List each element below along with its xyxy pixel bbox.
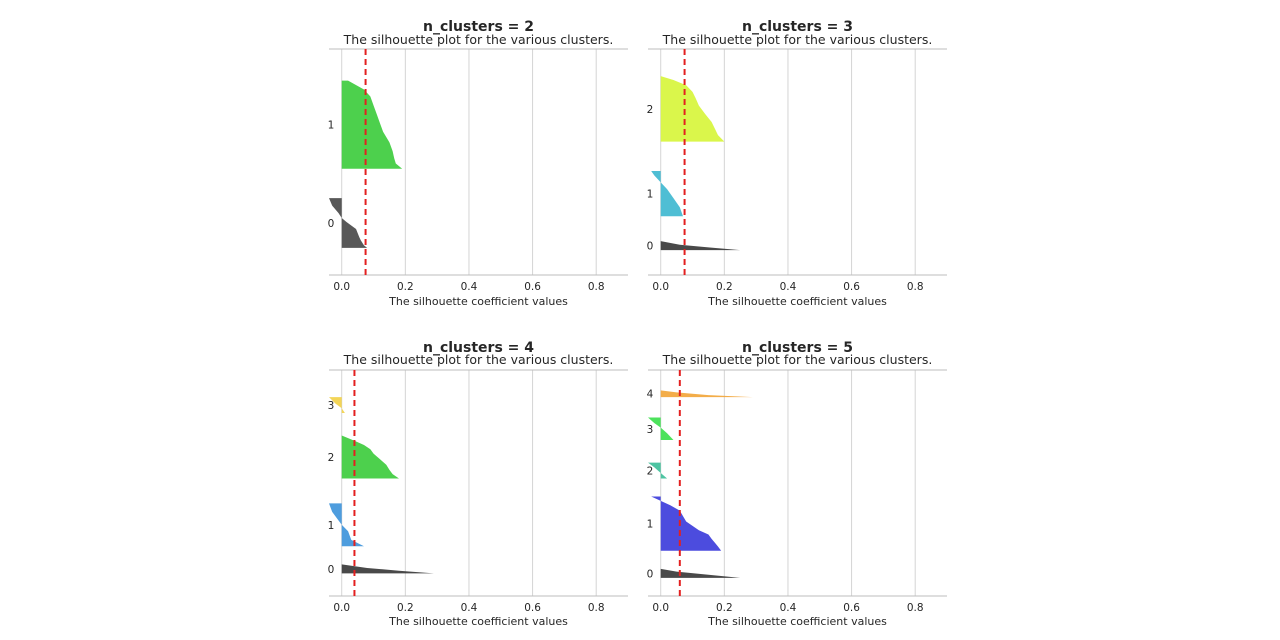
cluster-silhouette-2 bbox=[648, 462, 668, 479]
cluster-silhouette-0 bbox=[660, 568, 741, 578]
cluster-label: 0 bbox=[647, 241, 654, 253]
x-tick-label: 0.2 bbox=[397, 602, 414, 614]
x-tick-label: 0.8 bbox=[907, 281, 924, 293]
x-tick-label: 0.8 bbox=[588, 281, 605, 293]
panel-title: n_clusters = 4 bbox=[423, 340, 534, 356]
panel-subtitle: The silhouette plot for the various clus… bbox=[662, 32, 933, 47]
x-tick-label: 0.8 bbox=[588, 602, 605, 614]
cluster-silhouette-1 bbox=[341, 80, 403, 169]
x-tick-label: 0.4 bbox=[780, 281, 797, 293]
cluster-silhouette-3 bbox=[329, 397, 345, 413]
x-tick-label: 0.6 bbox=[524, 602, 541, 614]
cluster-label: 2 bbox=[647, 104, 654, 116]
x-tick-label: 0.0 bbox=[652, 281, 669, 293]
panel-subtitle: The silhouette plot for the various clus… bbox=[343, 352, 614, 367]
x-tick-label: 0.2 bbox=[716, 281, 733, 293]
panel-title: n_clusters = 2 bbox=[423, 19, 534, 35]
cluster-silhouette-1 bbox=[651, 171, 683, 217]
x-tick-label: 0.6 bbox=[843, 602, 860, 614]
cluster-label: 2 bbox=[647, 466, 654, 478]
panel-title: n_clusters = 3 bbox=[742, 19, 853, 35]
cluster-label: 0 bbox=[328, 218, 335, 230]
cluster-silhouette-2 bbox=[660, 76, 725, 142]
cluster-silhouette-0 bbox=[329, 198, 368, 248]
cluster-silhouette-1 bbox=[651, 496, 722, 551]
x-tick-label: 0.6 bbox=[843, 281, 860, 293]
x-axis-label: The silhouette coefficient values bbox=[707, 615, 887, 628]
cluster-label: 3 bbox=[647, 424, 654, 436]
x-tick-label: 0.4 bbox=[461, 281, 478, 293]
x-tick-label: 0.2 bbox=[716, 602, 733, 614]
cluster-silhouette-0 bbox=[660, 241, 741, 251]
x-tick-label: 0.6 bbox=[524, 281, 541, 293]
cluster-label: 0 bbox=[647, 568, 654, 580]
x-tick-label: 0.2 bbox=[397, 281, 414, 293]
x-tick-label: 0.0 bbox=[333, 281, 350, 293]
panel-subtitle: The silhouette plot for the various clus… bbox=[343, 32, 614, 47]
panel-title: n_clusters = 5 bbox=[742, 340, 853, 356]
x-tick-label: 0.8 bbox=[907, 602, 924, 614]
cluster-silhouette-0 bbox=[341, 564, 434, 574]
x-tick-label: 0.4 bbox=[461, 602, 478, 614]
x-axis-label: The silhouette coefficient values bbox=[388, 295, 568, 308]
x-axis-label: The silhouette coefficient values bbox=[707, 295, 887, 308]
cluster-label: 1 bbox=[647, 519, 654, 531]
cluster-label: 1 bbox=[328, 520, 335, 532]
cluster-label: 1 bbox=[647, 189, 654, 201]
cluster-silhouette-4 bbox=[660, 390, 753, 398]
panel-subtitle: The silhouette plot for the various clus… bbox=[662, 352, 933, 367]
x-tick-label: 0.0 bbox=[652, 602, 669, 614]
cluster-label: 3 bbox=[328, 400, 335, 412]
cluster-silhouette-2 bbox=[341, 435, 399, 479]
cluster-silhouette-1 bbox=[329, 503, 364, 547]
cluster-label: 1 bbox=[328, 120, 335, 132]
cluster-label: 0 bbox=[328, 564, 335, 576]
cluster-label: 2 bbox=[328, 452, 335, 464]
x-tick-label: 0.0 bbox=[333, 602, 350, 614]
x-axis-label: The silhouette coefficient values bbox=[388, 615, 568, 628]
cluster-silhouette-3 bbox=[648, 417, 674, 441]
cluster-label: 4 bbox=[647, 389, 654, 401]
x-tick-label: 0.4 bbox=[780, 602, 797, 614]
